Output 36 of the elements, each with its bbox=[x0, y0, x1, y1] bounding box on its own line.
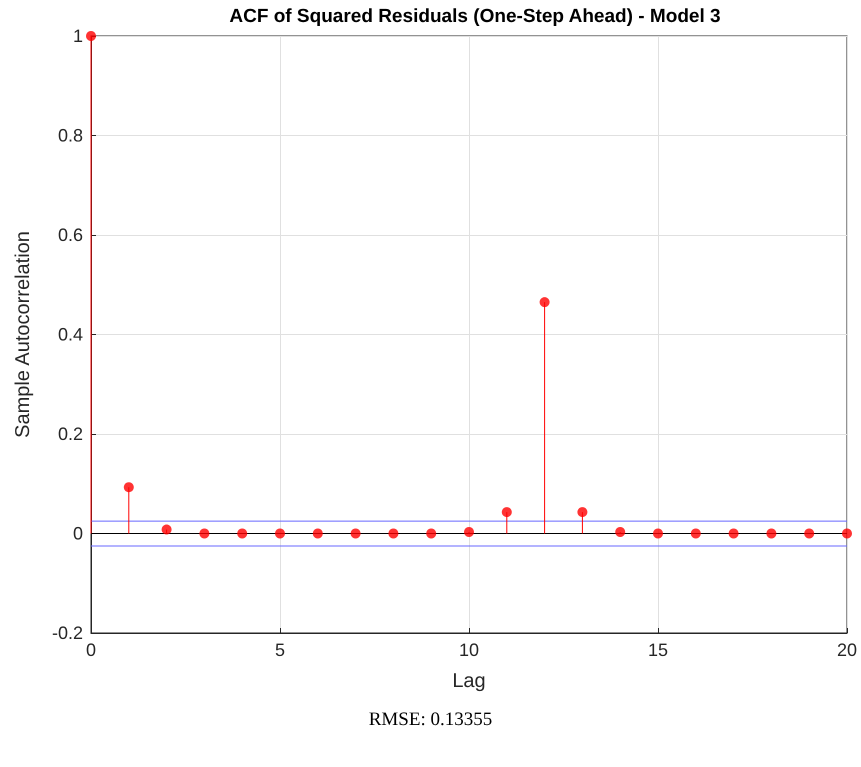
point bbox=[237, 528, 248, 538]
point bbox=[312, 528, 323, 538]
y-tick-label: 0.8 bbox=[58, 126, 83, 146]
point bbox=[615, 527, 626, 538]
point bbox=[275, 528, 285, 538]
x-tick-label: 15 bbox=[648, 640, 668, 660]
x-tick-label: 10 bbox=[458, 640, 480, 660]
point bbox=[199, 528, 210, 538]
y-tick-label: 1 bbox=[72, 26, 83, 46]
point bbox=[540, 297, 550, 308]
y-axis-title: Sample Autocorrelation bbox=[12, 231, 34, 438]
point bbox=[653, 528, 663, 538]
point bbox=[842, 528, 852, 538]
y-tick-label: -0.2 bbox=[52, 623, 83, 643]
chart-title: ACF of Squared Residuals (One-Step Ahead) - Model 3 bbox=[229, 6, 721, 27]
point bbox=[162, 524, 172, 535]
point bbox=[388, 528, 398, 538]
point bbox=[690, 528, 701, 538]
point bbox=[577, 507, 588, 518]
point bbox=[502, 507, 512, 518]
point bbox=[124, 482, 134, 492]
x-tick-label: 20 bbox=[836, 640, 858, 660]
y-tick-label: 0.4 bbox=[58, 324, 83, 344]
point bbox=[728, 528, 739, 538]
text: RMSE: 0.13355 bbox=[368, 709, 492, 730]
y-tick-label: 0 bbox=[72, 524, 83, 544]
x-axis-title: Lag bbox=[452, 670, 486, 692]
point bbox=[464, 527, 474, 538]
x-tick-label: 0 bbox=[86, 640, 96, 660]
point bbox=[426, 528, 436, 538]
point bbox=[766, 528, 776, 538]
point bbox=[350, 528, 361, 538]
point bbox=[804, 528, 814, 538]
y-tick-label: 0.6 bbox=[58, 225, 83, 245]
x-tick-label: 5 bbox=[274, 640, 286, 660]
y-tick-label: 0.2 bbox=[58, 424, 83, 444]
